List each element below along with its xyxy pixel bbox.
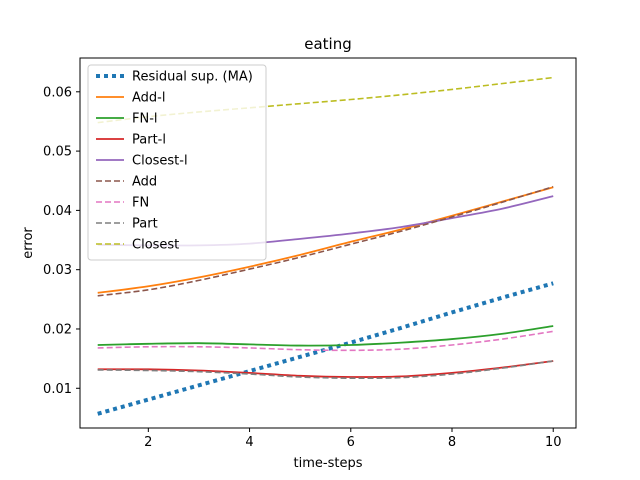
legend-label-2: FN-l bbox=[132, 112, 158, 127]
legend-label-5: Add bbox=[132, 175, 157, 190]
legend: Residual sup. (MA) Add-l FN-l Part-l Closest… bbox=[87, 64, 267, 261]
legend-label-0: Residual sup. (MA) bbox=[132, 70, 253, 85]
series-line-6 bbox=[97, 330, 554, 352]
legend-label-7: Part bbox=[132, 217, 158, 232]
legend-label-3: Part-l bbox=[132, 133, 166, 148]
x-tick-label: 8 bbox=[448, 435, 456, 450]
x-tick-label: 2 bbox=[144, 435, 152, 450]
series-line-0 bbox=[97, 281, 554, 416]
y-axis-label: error bbox=[21, 227, 36, 259]
y-tick-label: 0.05 bbox=[43, 145, 72, 160]
x-tick-label: 10 bbox=[545, 435, 562, 450]
series-line-5 bbox=[97, 185, 554, 297]
axes-frame bbox=[79, 57, 577, 429]
legend-label-8: Closest bbox=[132, 238, 179, 253]
y-tick-label: 0.03 bbox=[43, 263, 72, 278]
chart-title: eating bbox=[304, 35, 352, 53]
x-tick-label: 4 bbox=[245, 435, 253, 450]
y-tick-label: 0.06 bbox=[43, 85, 72, 100]
y-tick-label: 0.04 bbox=[43, 204, 72, 219]
y-axis-ticks: 0.01 0.02 0.03 0.04 0.05 0.06 bbox=[43, 85, 80, 397]
x-tick-label: 6 bbox=[347, 435, 355, 450]
legend-box bbox=[87, 64, 267, 261]
series-line-7 bbox=[97, 360, 554, 380]
x-axis-ticks: 2 4 6 8 10 bbox=[144, 428, 561, 450]
series-line-3 bbox=[97, 360, 554, 378]
legend-label-6: FN bbox=[132, 196, 149, 211]
x-axis-label: time-steps bbox=[294, 456, 363, 471]
series-line-1 bbox=[97, 186, 554, 294]
series-line-2 bbox=[97, 325, 554, 347]
legend-label-4: Closest-l bbox=[132, 154, 188, 169]
y-tick-label: 0.02 bbox=[43, 322, 72, 337]
legend-label-1: Add-l bbox=[132, 91, 165, 106]
y-tick-label: 0.01 bbox=[43, 382, 72, 397]
